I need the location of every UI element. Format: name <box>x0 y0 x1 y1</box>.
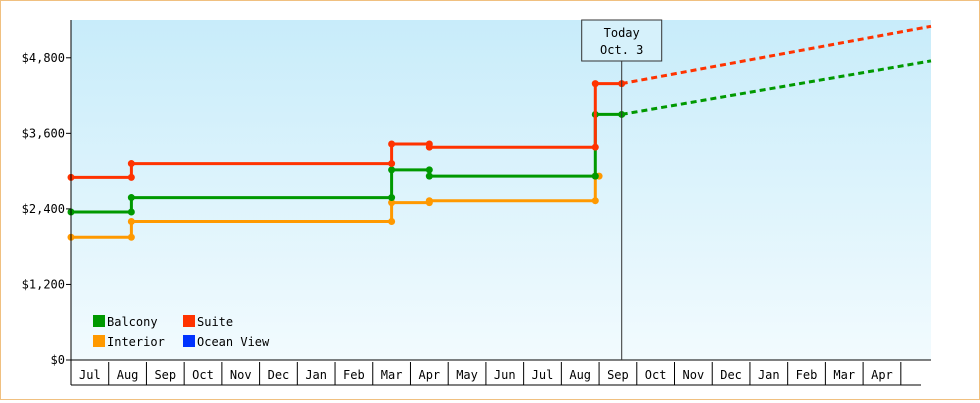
interior-point <box>425 197 433 205</box>
y-tick-label: $0 <box>51 353 65 367</box>
balcony-point <box>388 194 396 202</box>
suite-point <box>127 173 135 181</box>
legend-swatch-suite <box>183 315 195 327</box>
legend: Balcony Suite Interior Ocean View <box>93 315 270 349</box>
interior-point <box>127 233 135 241</box>
legend-label-suite: Suite <box>197 315 233 329</box>
balcony-point <box>127 208 135 216</box>
today-date-label: Oct. 3 <box>600 43 643 57</box>
legend-swatch-interior <box>93 335 105 347</box>
y-tick-label: $3,600 <box>22 126 65 140</box>
interior-point <box>388 199 396 207</box>
legend-swatch-balcony <box>93 315 105 327</box>
balcony-point <box>425 166 433 174</box>
axis-layer: $0 $1,200 $2,400 $3,600 $4,800 Jul Aug Sep Oct No… <box>22 19 931 386</box>
interior-line <box>71 174 600 239</box>
x-tick-label: Feb <box>343 368 365 382</box>
x-tick-label: Sep <box>154 368 176 382</box>
x-tick-label: May <box>456 368 478 382</box>
interior-point <box>591 197 599 205</box>
x-tick-label: Jul <box>532 368 554 382</box>
suite-point <box>388 140 396 148</box>
x-tick-label: Aug <box>117 368 139 382</box>
balcony-point <box>591 172 599 180</box>
x-tick-label: Dec <box>268 368 290 382</box>
today-box <box>581 19 663 62</box>
x-tick-label: Oct <box>645 368 667 382</box>
x-tick-label: Jul <box>79 368 101 382</box>
x-tick-label: Aug <box>569 368 591 382</box>
x-tick-label: Mar <box>381 368 403 382</box>
y-tick-label: $4,800 <box>22 51 65 65</box>
x-tick-label: Oct <box>192 368 214 382</box>
suite-point <box>127 160 135 168</box>
x-tick-label: Jan <box>758 368 780 382</box>
legend-label-balcony: Balcony <box>107 315 158 329</box>
interior-point <box>127 217 135 225</box>
series-layer <box>67 24 932 241</box>
legend-label-ocean-view: Ocean View <box>197 335 270 349</box>
x-tick-label: Jun <box>494 368 516 382</box>
today-label: Today <box>604 26 640 40</box>
x-tick-label: Nov <box>230 368 252 382</box>
balcony-point <box>388 166 396 174</box>
suite-point <box>591 143 599 151</box>
plot-background <box>71 20 931 360</box>
legend-swatch-ocean-view <box>183 335 195 347</box>
balcony-point <box>425 172 433 180</box>
y-tick-label: $1,200 <box>22 277 65 291</box>
x-tick-label: Feb <box>796 368 818 382</box>
x-tick-label: Dec <box>720 368 742 382</box>
suite-line <box>71 82 622 179</box>
legend-label-interior: Interior <box>107 335 165 349</box>
x-tick-label: Sep <box>607 368 629 382</box>
x-tick-label: Jan <box>305 368 327 382</box>
x-tick-label: Nov <box>683 368 705 382</box>
x-tick-label: Apr <box>871 368 893 382</box>
suite-point <box>591 80 599 88</box>
balcony-forecast-line <box>621 59 932 116</box>
suite-point <box>388 160 396 168</box>
x-tick-label: Apr <box>418 368 440 382</box>
suite-forecast-line <box>621 24 932 86</box>
y-tick-label: $2,400 <box>22 202 65 216</box>
x-tick-label: Mar <box>833 368 855 382</box>
balcony-point <box>127 194 135 202</box>
suite-point <box>425 143 433 151</box>
interior-point <box>388 217 396 225</box>
